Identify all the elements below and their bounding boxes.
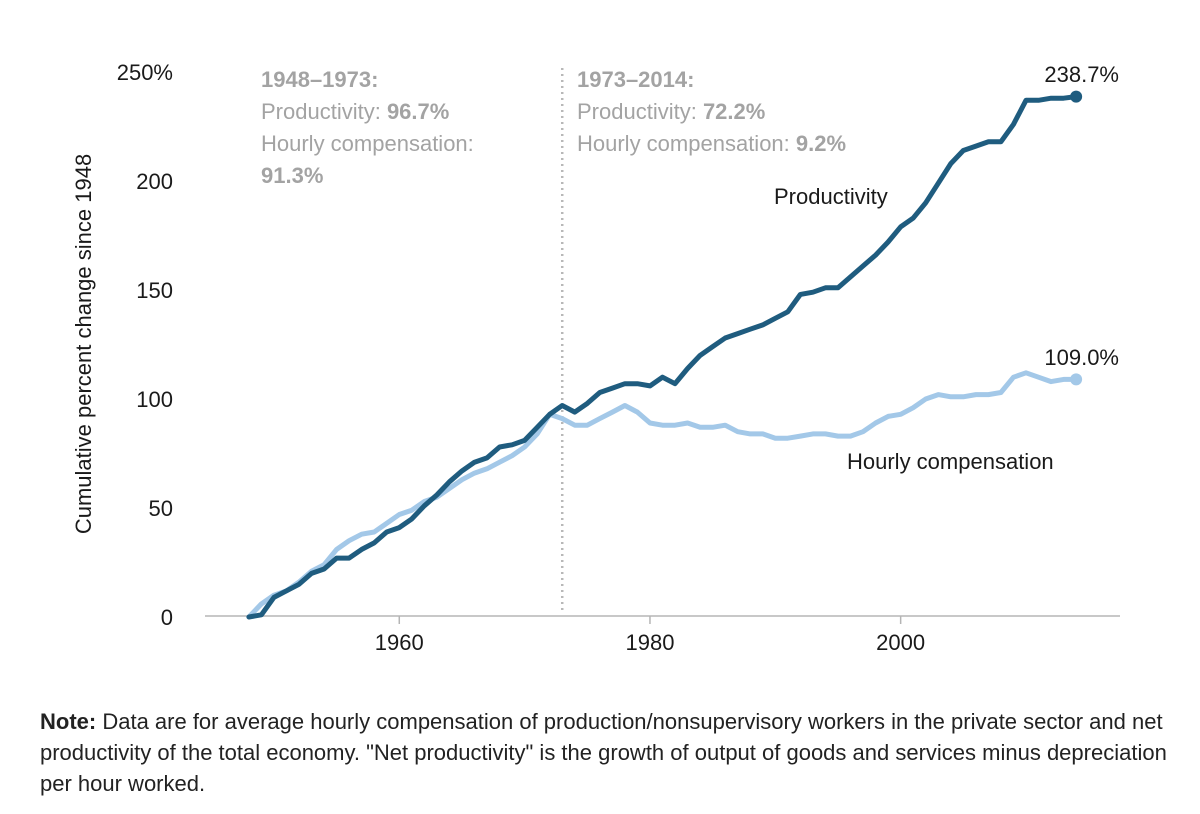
productivity-end-label: 238.7% [1044, 62, 1119, 87]
y-tick-label: 250% [117, 60, 173, 85]
right-period-productivity: Productivity: 72.2% [577, 99, 765, 124]
compensation-end-label: 109.0% [1044, 345, 1119, 370]
y-tick-label: 200 [136, 169, 173, 194]
left-period-productivity: Productivity: 96.7% [261, 99, 449, 124]
left-period-productivity-value: 96.7% [387, 99, 449, 124]
chart-note: Note: Data are for average hourly compen… [40, 706, 1170, 799]
y-tick-label: 150 [136, 278, 173, 303]
axes: 0 50 100 150 200 250% 1960 1980 2000 Cumulative p… [71, 60, 1120, 655]
productivity-series-label: Productivity [774, 184, 888, 209]
series-labels: 238.7% 109.0% Productivity Hourly compensat… [774, 62, 1119, 474]
x-tick-label: 1960 [375, 630, 424, 655]
right-period-productivity-value: 72.2% [703, 99, 765, 124]
productivity-line [246, 94, 1079, 620]
series-lines [246, 90, 1083, 620]
period-annotations: 1948–1973: Productivity: 96.7% Hourly comp… [261, 67, 846, 613]
note-text: Data are for average hourly compensation… [40, 709, 1167, 796]
x-tick-label: 1980 [625, 630, 674, 655]
y-tick-label: 100 [136, 387, 173, 412]
left-period-productivity-label: Productivity: [261, 99, 387, 124]
left-period-title: 1948–1973: [261, 67, 378, 92]
right-period-compensation-value: 9.2% [796, 131, 846, 156]
x-tick-label: 2000 [876, 630, 925, 655]
y-tick-label: 50 [149, 496, 173, 521]
left-period-compensation-label: Hourly compensation: [261, 131, 474, 156]
right-period-productivity-label: Productivity: [577, 99, 703, 124]
left-period-compensation-value: 91.3% [261, 163, 323, 188]
note-label: Note: [40, 709, 97, 734]
right-period-compensation: Hourly compensation: 9.2% [577, 131, 846, 156]
productivity-endpoint [1070, 90, 1083, 103]
y-axis-title: Cumulative percent change since 1948 [71, 154, 96, 534]
right-period-title: 1973–2014: [577, 67, 694, 92]
right-period-compensation-label: Hourly compensation: [577, 131, 796, 156]
compensation-endpoint [1070, 373, 1083, 386]
y-tick-label: 0 [161, 605, 173, 630]
chart: 0 50 100 150 200 250% 1960 1980 2000 Cumulative p… [71, 60, 1120, 655]
compensation-series-label: Hourly compensation [847, 449, 1054, 474]
compensation-line [246, 370, 1079, 620]
